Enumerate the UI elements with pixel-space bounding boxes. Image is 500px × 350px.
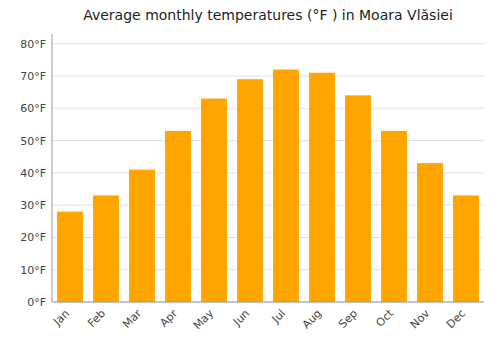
x-tick-label: Sep (336, 307, 360, 331)
grid-line (52, 108, 484, 109)
title: Average monthly temperatures (°F ) in Mo… (83, 7, 453, 23)
x-tick-label: Jan (50, 307, 72, 329)
bar (381, 131, 407, 302)
x-tick-label: Dec (444, 307, 468, 331)
y-tick-label: 20°F (20, 231, 46, 244)
x-tick-label: Nov (408, 307, 433, 332)
bar (453, 195, 479, 302)
x-tick-label: Mar (120, 307, 144, 331)
y-tick-label: 40°F (20, 167, 46, 180)
bar (57, 212, 83, 302)
y-axis-line (52, 34, 53, 302)
y-tick-label: 10°F (20, 264, 46, 277)
y-tick-label: 50°F (20, 135, 46, 148)
y-grid (52, 44, 484, 302)
bar (201, 99, 227, 302)
y-tick-label: 0°F (27, 296, 46, 309)
bar (165, 131, 191, 302)
bar (93, 195, 119, 302)
chart-container: Average monthly temperatures (°F ) in Mo… (0, 0, 500, 350)
x-tick-label: Jun (230, 307, 252, 329)
y-tick-label: 80°F (20, 38, 46, 51)
x-tick-label: Aug (300, 307, 324, 331)
bar (309, 73, 335, 302)
chart: Average monthly temperatures (°F ) in Mo… (0, 0, 500, 350)
grid-line (52, 75, 484, 76)
bar (237, 79, 263, 302)
bar (129, 170, 155, 302)
grid-line (52, 140, 484, 141)
x-axis-line (52, 302, 484, 303)
x-tick-label: Apr (157, 307, 180, 330)
grid-line (52, 302, 484, 303)
y-tick-label: 70°F (20, 70, 46, 83)
x-tick-label: Oct (373, 306, 396, 329)
bar (417, 163, 443, 302)
y-tick-label: 60°F (20, 102, 46, 115)
x-tick-label: Jul (269, 307, 288, 326)
y-tick-label: 30°F (20, 199, 46, 212)
grid-line (52, 43, 484, 44)
bar (345, 95, 371, 302)
x-tick-label: Feb (85, 307, 108, 330)
bar (273, 70, 299, 302)
bars (57, 70, 479, 302)
x-tick-label: May (191, 307, 217, 333)
